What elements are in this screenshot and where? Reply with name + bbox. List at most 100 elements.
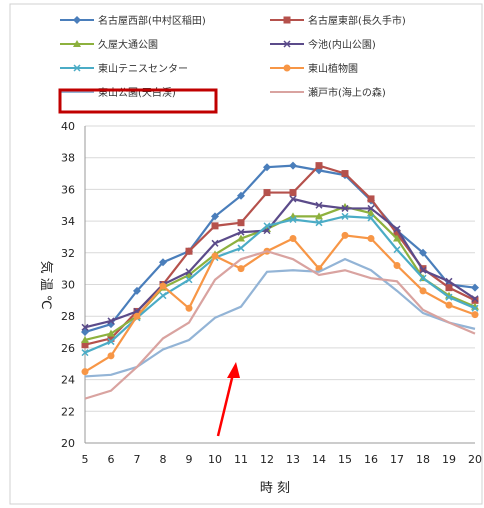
point-1-1 — [107, 334, 115, 342]
legend-label-2: 久屋大通公園 — [98, 38, 158, 51]
x-tick-6: 6 — [108, 453, 115, 466]
point-5-12 — [393, 261, 401, 269]
point-3-5-b — [211, 239, 219, 247]
point-3-1-b — [107, 317, 115, 325]
point-3-14-b — [445, 277, 453, 285]
x-tick-19: 19 — [442, 453, 456, 466]
y-tick-26: 26 — [61, 342, 75, 355]
point-3-9-b — [315, 201, 323, 209]
point-5-6 — [237, 265, 245, 273]
point-4-6-b — [237, 244, 245, 252]
x-tick-20: 20 — [468, 453, 482, 466]
point-4-4-b — [185, 276, 193, 284]
point-3-10-b — [341, 204, 349, 212]
point-1-4 — [185, 247, 193, 255]
arrow-head — [227, 362, 240, 378]
legend-label-5: 東山植物園 — [308, 62, 358, 75]
legend-marker-4-b — [73, 64, 81, 72]
x-tick-13: 13 — [286, 453, 300, 466]
point-1-11 — [367, 195, 375, 203]
x-tick-9: 9 — [186, 453, 193, 466]
point-3-4-b — [185, 268, 193, 276]
point-4-11-b — [367, 214, 375, 222]
point-1-14 — [445, 284, 453, 292]
point-0-6 — [237, 191, 245, 200]
point-4-15-b — [471, 304, 479, 312]
y-tick-22: 22 — [61, 405, 75, 418]
series-line-3 — [84, 197, 476, 329]
x-tick-12: 12 — [260, 453, 274, 466]
point-3-12-b — [393, 225, 401, 233]
point-1-5 — [211, 222, 219, 230]
gridlines — [84, 125, 475, 444]
legend-entry-2: 久屋大通公園 — [60, 38, 158, 51]
point-5-11 — [367, 235, 375, 243]
y-tick-labels: 20 22 24 26 28 30 32 34 36 38 40 — [61, 120, 75, 450]
x-tick-11: 11 — [234, 453, 248, 466]
point-1-9 — [315, 162, 323, 170]
point-5-8 — [289, 235, 297, 243]
point-5-10 — [341, 231, 349, 239]
series-3 — [81, 195, 479, 331]
point-1-15 — [471, 296, 479, 304]
point-5-1 — [107, 352, 115, 360]
legend-label-6: 東山公園(天白渓) — [98, 86, 176, 99]
point-2-9 — [315, 212, 323, 220]
point-4-9-b — [315, 219, 323, 227]
point-0-2 — [133, 286, 141, 295]
y-axis-title: 気 温 ℃ — [38, 261, 54, 310]
point-2-4 — [185, 270, 193, 278]
point-2-0 — [81, 335, 89, 343]
legend-marker-0 — [73, 16, 81, 24]
point-4-0-b — [81, 349, 89, 357]
y-tick-38: 38 — [61, 152, 75, 165]
point-1-0 — [81, 341, 89, 349]
point-2-1 — [107, 329, 115, 337]
legend-marker-3-b — [283, 40, 291, 48]
legend-label-4: 東山テニスセンター — [98, 62, 188, 75]
y-tick-20: 20 — [61, 437, 75, 450]
legend-label-0: 名古屋西部(中村区稲田) — [98, 14, 206, 27]
legend-label-7: 瀬戸市(海上の森) — [308, 86, 386, 99]
point-4-14-b — [445, 293, 453, 301]
series-7 — [84, 250, 476, 400]
point-0-5 — [211, 212, 219, 221]
point-4-7-b — [263, 222, 271, 230]
point-5-2 — [133, 312, 141, 320]
series-line-4 — [84, 215, 476, 354]
legend-entry-3: 今池(内山公園) — [270, 38, 376, 51]
point-5-15 — [471, 311, 479, 319]
point-4-13-b — [419, 274, 427, 282]
point-5-13 — [419, 287, 427, 295]
point-2-11 — [367, 209, 375, 217]
point-2-12 — [393, 234, 401, 242]
series-lines — [81, 161, 479, 400]
y-tick-30: 30 — [61, 279, 75, 292]
series-line-5 — [84, 234, 476, 373]
point-1-7 — [263, 189, 271, 197]
point-0-13 — [419, 248, 427, 257]
point-3-15-b — [471, 295, 479, 303]
point-4-12-b — [393, 246, 401, 254]
point-3-13-b — [419, 266, 427, 274]
point-5-14 — [445, 301, 453, 309]
legend-marker-2 — [73, 40, 81, 47]
point-3-6-b — [237, 228, 245, 236]
x-tick-17: 17 — [390, 453, 404, 466]
point-4-8-b — [289, 215, 297, 224]
series-line-0 — [84, 164, 476, 334]
point-5-0 — [81, 368, 89, 376]
x-axis-title: 時 刻 — [260, 481, 290, 496]
y-tick-28: 28 — [61, 310, 75, 323]
point-1-12 — [393, 230, 401, 238]
point-5-3 — [159, 282, 167, 290]
point-1-8 — [289, 189, 297, 197]
point-1-10 — [341, 170, 349, 178]
arrow-shaft — [216, 373, 235, 437]
legend-marker-5 — [283, 64, 291, 72]
legend-entry-1: 名古屋東部(長久手市) — [270, 14, 406, 27]
legend-label-3: 今池(内山公園) — [308, 38, 376, 51]
point-0-8 — [289, 161, 297, 170]
point-0-3 — [159, 258, 167, 267]
